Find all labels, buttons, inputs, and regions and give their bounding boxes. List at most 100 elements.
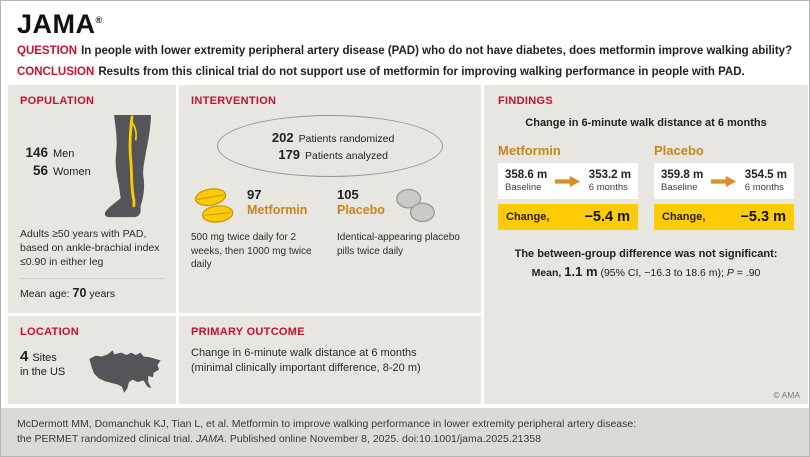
- analyzed-line: 179 Patients analyzed: [218, 146, 442, 164]
- placebo-pills-icon: [396, 188, 435, 223]
- findings-title: FINDINGS: [498, 95, 553, 108]
- metformin-baseline: 358.6 m Baseline: [505, 169, 547, 193]
- metformin-change-label: Change,: [506, 211, 550, 224]
- mean-label: Mean,: [531, 267, 562, 280]
- population-title: POPULATION: [20, 95, 95, 108]
- population-counts-row: 146 Men 56 Women: [20, 115, 164, 219]
- analyzed-count: 179: [278, 147, 301, 163]
- intervention-groups: 97 Metformin 500 mg twice daily for 2 we…: [191, 185, 469, 272]
- placebo-baseline-label: Baseline: [661, 182, 698, 194]
- placebo-count: 105: [337, 187, 359, 203]
- citation-line2-post: . Published online November 8, 2025. doi…: [223, 433, 541, 446]
- leg-artery-illustration: [104, 115, 151, 218]
- jama-logo-text: JAMA: [17, 9, 96, 39]
- placebo-final-label: 6 months: [744, 182, 784, 194]
- metformin-group: 97 Metformin 500 mg twice daily for 2 we…: [191, 185, 323, 272]
- men-count: 146: [25, 145, 48, 161]
- arrow-right-icon: [711, 175, 737, 187]
- primary-outcome-title: PRIMARY OUTCOME: [191, 326, 305, 338]
- population-description: Adults ≥50 years with PAD, based on ankl…: [20, 228, 160, 269]
- intervention-section: INTERVENTION 202 Patients randomized 179…: [179, 85, 481, 313]
- women-label: Women: [53, 166, 91, 179]
- metformin-final-label: 6 months: [588, 182, 628, 194]
- conclusion-text: Results from this clinical trial do not …: [98, 65, 745, 78]
- metformin-baseline-value: 358.6 m: [505, 169, 548, 182]
- header: JAMA® QUESTION In people with lower extre…: [1, 1, 809, 85]
- metformin-count: 97: [247, 187, 262, 203]
- placebo-baseline: 359.8 m Baseline: [661, 169, 703, 193]
- significance-block: The between-group difference was not sig…: [498, 248, 794, 279]
- mean-value: 1.1 m: [564, 264, 598, 280]
- placebo-final: 354.5 m 6 months: [745, 169, 787, 193]
- primary-outcome-text: Change in 6-minute walk distance at 6 mo…: [191, 347, 421, 375]
- metformin-group-top: 97 Metformin: [191, 185, 323, 227]
- metformin-description: 500 mg twice daily for 2 weeks, then 100…: [191, 232, 312, 271]
- placebo-group: 105 Placebo Identical-appearing placebo …: [337, 185, 469, 272]
- jama-logo: JAMA®: [17, 10, 795, 38]
- placebo-change-value: −5.3 m: [740, 209, 786, 226]
- randomized-count: 202: [271, 129, 294, 145]
- women-count-line: 56 Women: [20, 163, 91, 178]
- sites-count-block: 4 Sites in the US: [20, 348, 65, 378]
- metformin-name: Metformin: [247, 203, 308, 218]
- placebo-group-top: 105 Placebo: [337, 185, 469, 227]
- ci-text: (95% CI, −16.3 to 18.6 m);: [600, 267, 727, 280]
- men-label: Men: [53, 148, 75, 161]
- sex-counts: 146 Men 56 Women: [20, 145, 91, 181]
- citation-line2: the PERMET randomized clinical trial. JA…: [17, 432, 793, 447]
- randomization-ellipse: 202 Patients randomized 179 Patients ana…: [217, 115, 443, 178]
- mean-age-unit: years: [89, 287, 116, 300]
- metformin-pills-icon: [194, 188, 234, 223]
- placebo-final-value: 354.5 m: [744, 169, 787, 182]
- mean-age-value: 70: [72, 285, 87, 300]
- location-section: LOCATION 4 Sites in the US: [8, 316, 176, 404]
- metformin-final: 353.2 m 6 months: [589, 169, 631, 193]
- placebo-walk-box: 359.8 m Baseline 354.5 m 6 months: [654, 163, 794, 200]
- findings-subtitle: Change in 6-minute walk distance at 6 mo…: [525, 117, 767, 130]
- metformin-result-card: Metformin 358.6 m Baseline 353.2 m 6 mon…: [498, 143, 638, 231]
- placebo-result-card: Placebo 359.8 m Baseline 354.5 m 6 month…: [654, 143, 794, 231]
- metformin-baseline-label: Baseline: [505, 182, 542, 194]
- metformin-result-name: Metformin: [498, 143, 561, 159]
- citation-journal-name: JAMA: [195, 433, 224, 446]
- copyright-notice: © AMA: [773, 390, 800, 400]
- citation-footer: McDermott MM, Domanchuk KJ, Tian L, et a…: [1, 408, 809, 456]
- conclusion-line: CONCLUSION Results from this clinical tri…: [17, 65, 795, 79]
- population-section: POPULATION 146 Men 56 Women: [8, 85, 176, 313]
- findings-section: FINDINGS Change in 6-minute walk distanc…: [484, 85, 808, 404]
- findings-groups: Metformin 358.6 m Baseline 353.2 m 6 mon…: [498, 143, 794, 231]
- mean-age: Mean age: 70 years: [20, 277, 164, 300]
- men-count-line: 146 Men: [20, 145, 91, 160]
- randomized-line: 202 Patients randomized: [218, 129, 442, 147]
- placebo-result-name: Placebo: [654, 143, 704, 159]
- randomized-label: Patients randomized: [298, 132, 395, 145]
- sites-count: 4: [20, 348, 29, 365]
- primary-outcome-section: PRIMARY OUTCOME Change in 6-minute walk …: [179, 316, 481, 404]
- sites-label: Sites: [32, 352, 57, 364]
- main-panel: POPULATION 146 Men 56 Women: [8, 85, 808, 404]
- metformin-change-box: Change, −5.4 m: [498, 204, 638, 231]
- us-map-icon: [89, 350, 161, 393]
- arrow-right-icon: [555, 175, 581, 187]
- location-row: 4 Sites in the US: [20, 346, 164, 396]
- intervention-title: INTERVENTION: [191, 95, 277, 108]
- placebo-name: Placebo: [337, 203, 385, 218]
- registered-trademark-icon: ®: [95, 15, 103, 25]
- placebo-description: Identical-appearing placebo pills twice …: [337, 232, 460, 257]
- significance-statement: The between-group difference was not sig…: [514, 248, 778, 261]
- citation-line1: McDermott MM, Domanchuk KJ, Tian L, et a…: [17, 418, 637, 430]
- p-label: P: [726, 267, 734, 280]
- placebo-change-label: Change,: [662, 211, 706, 224]
- placebo-change-box: Change, −5.3 m: [654, 204, 794, 231]
- metformin-walk-box: 358.6 m Baseline 353.2 m 6 months: [498, 163, 638, 200]
- metformin-count-name: 97 Metformin: [247, 185, 307, 217]
- question-text: In people with lower extremity periphera…: [81, 45, 793, 58]
- question-label: QUESTION: [17, 45, 78, 58]
- sites-line2: in the US: [20, 366, 66, 378]
- women-count: 56: [32, 163, 48, 179]
- location-title: LOCATION: [20, 326, 80, 338]
- analyzed-label: Patients analyzed: [305, 150, 388, 163]
- question-line: QUESTION In people with lower extremity p…: [17, 44, 795, 58]
- p-value: = .90: [733, 267, 761, 280]
- citation-line2-pre: the PERMET randomized clinical trial.: [17, 433, 196, 446]
